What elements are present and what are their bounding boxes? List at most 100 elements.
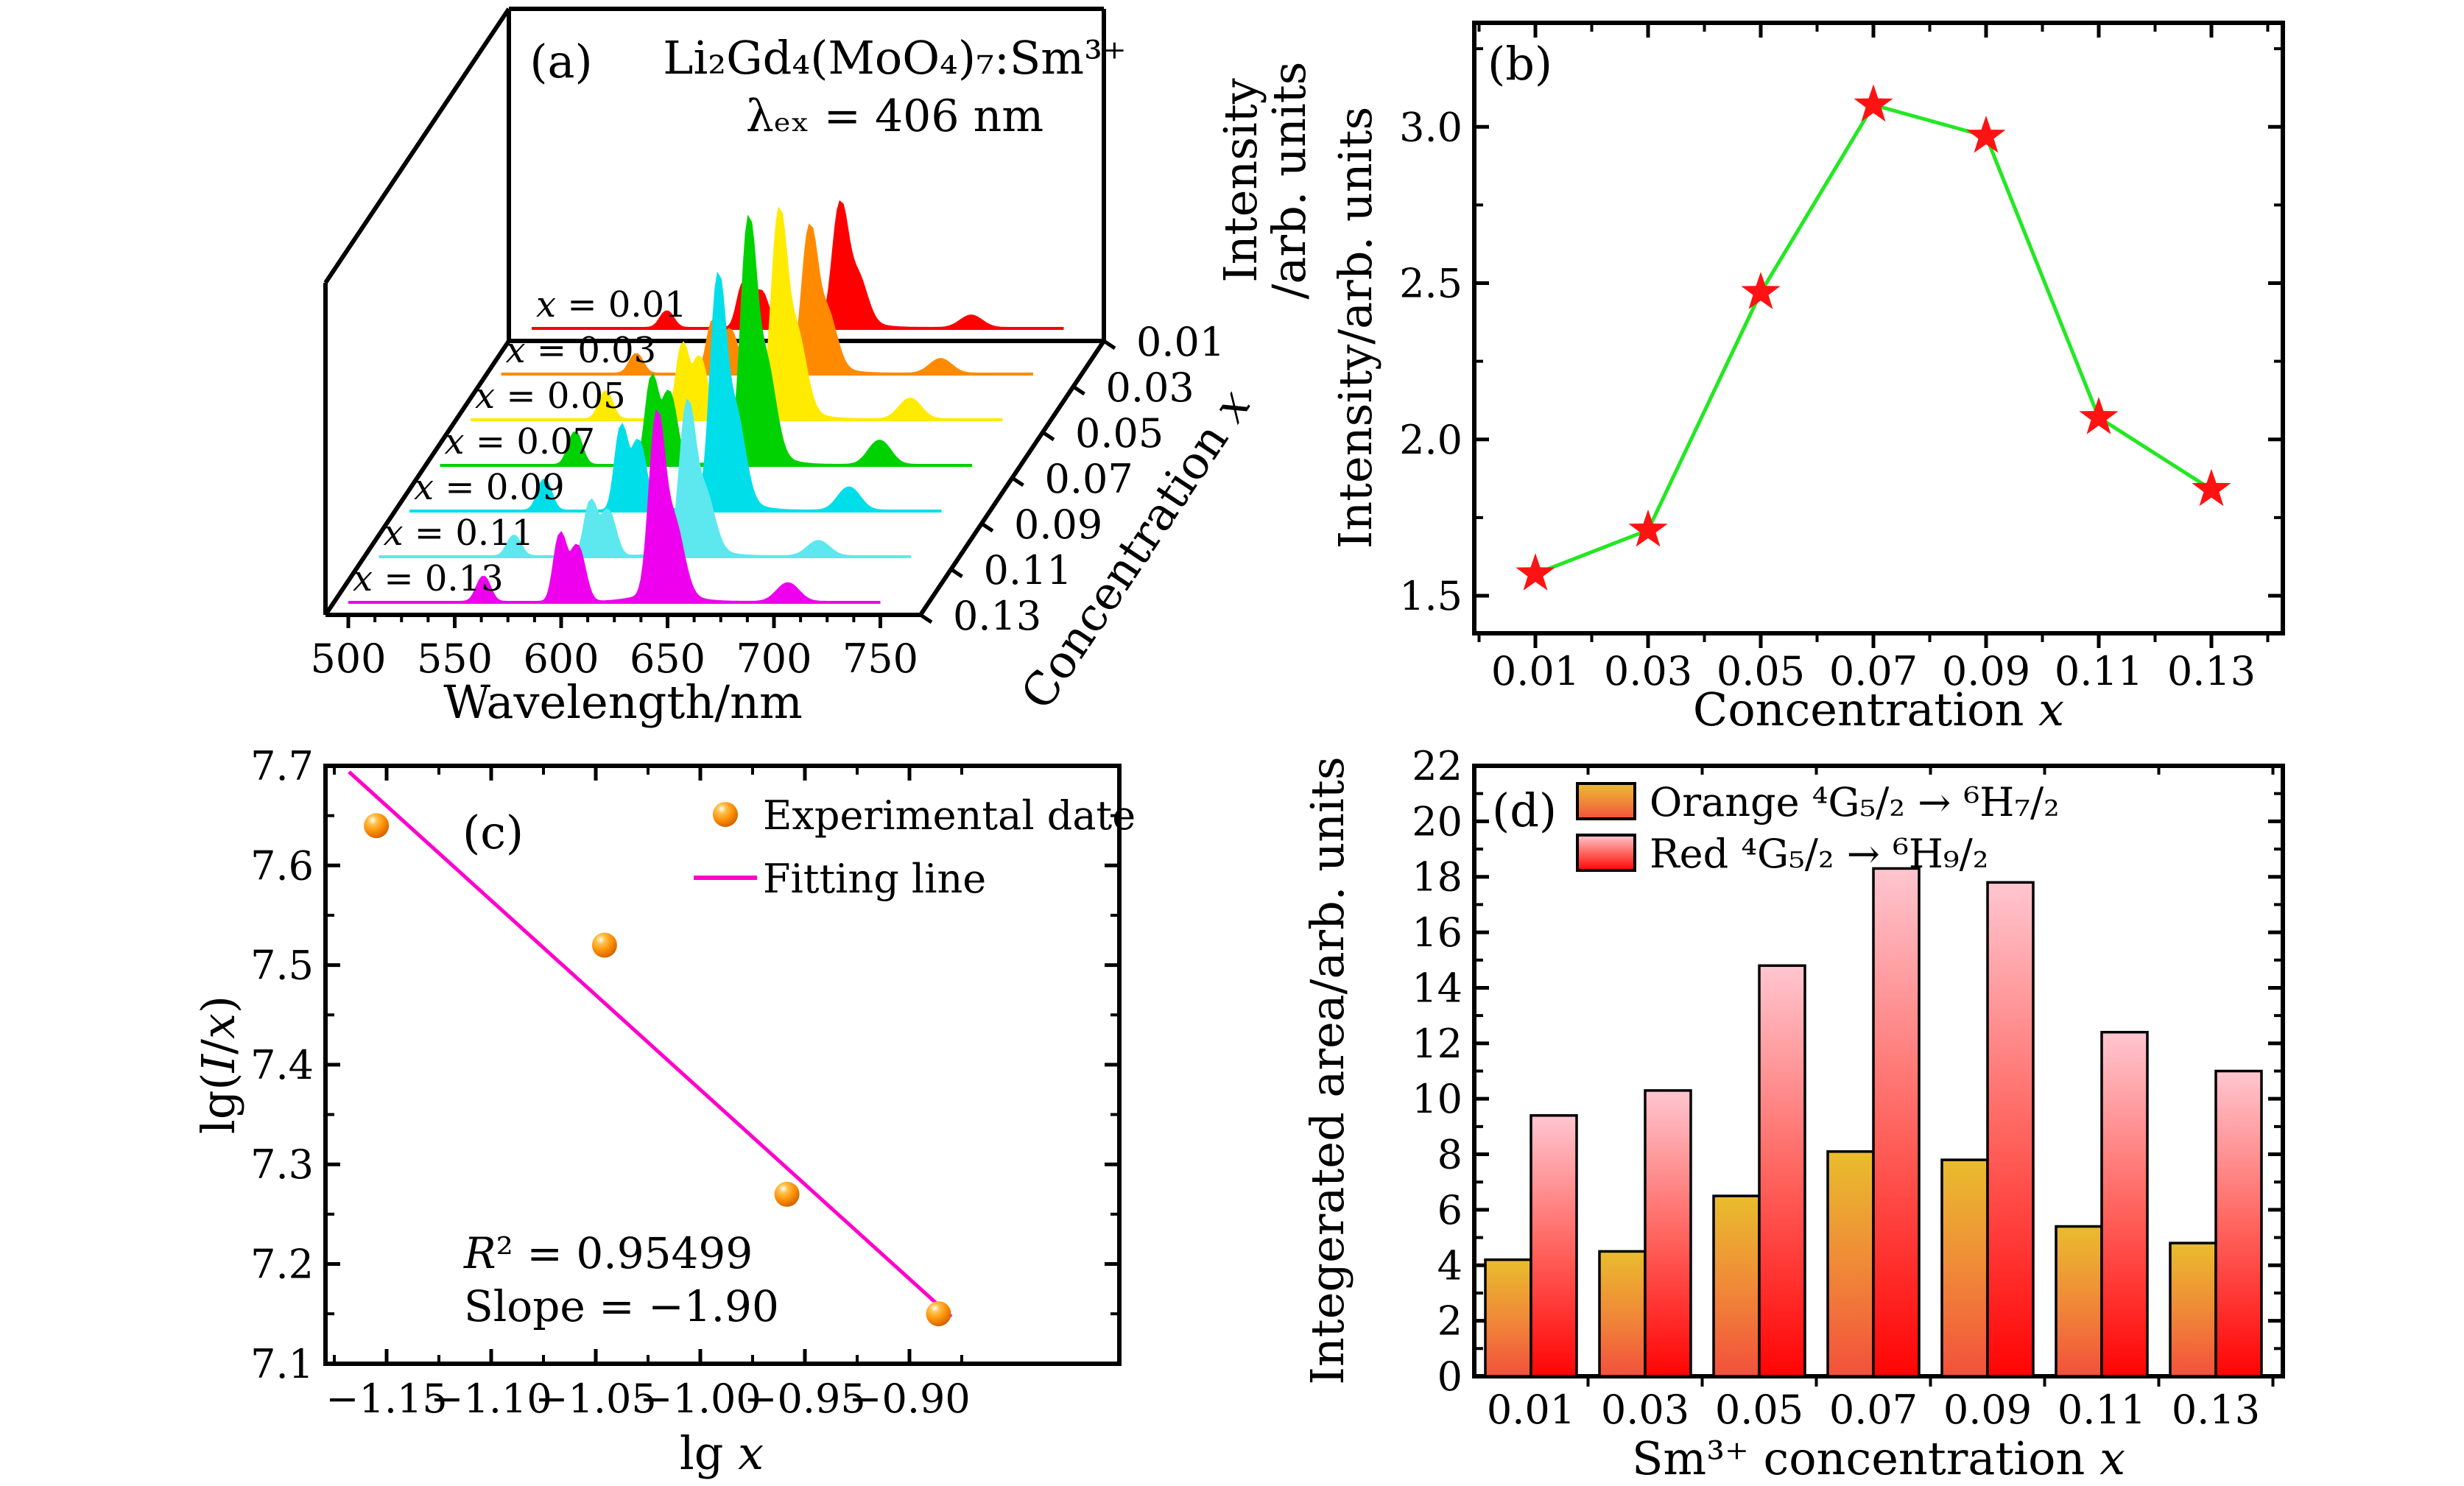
x-tick-label: 0.03 bbox=[1601, 1387, 1689, 1433]
panel-b-x-axis-label: Concentration x bbox=[1693, 683, 2064, 736]
y-tick-label: 7.3 bbox=[250, 1141, 314, 1188]
left-wall-top-edge bbox=[323, 7, 511, 284]
panel-a-frame bbox=[323, 7, 1106, 616]
panel-c-concentration-quenching-fit: −1.15−1.10−1.05−1.00−0.95−0.90 7.1 7.2 7.3 7… bbox=[191, 743, 1136, 1480]
legend-swatch-red-band bbox=[1576, 834, 1636, 872]
z-tick bbox=[919, 613, 933, 624]
series-label: x = 0.07 bbox=[445, 421, 596, 462]
y-tick-label: 7.2 bbox=[250, 1242, 314, 1288]
data-point-star bbox=[1516, 553, 1555, 591]
z-tick bbox=[980, 521, 994, 533]
z-tick-label: 0.07 bbox=[1045, 456, 1133, 502]
y-tick-label: 2.5 bbox=[1399, 261, 1462, 307]
bar-red-x-0.05 bbox=[1758, 964, 1806, 1378]
data-point-star bbox=[2192, 468, 2231, 507]
y-tick-label: 3.0 bbox=[1399, 104, 1462, 150]
bar-orange-x-0.11 bbox=[2055, 1225, 2103, 1378]
panel-a-emission-spectra: x = 0.01 x = 0.03 x = 0.05x = 0.07 x = 0.09… bbox=[310, 7, 1316, 729]
panel-a-plot-area: x = 0.01 x = 0.03 x = 0.05x = 0.07 x = 0.09… bbox=[310, 7, 1225, 682]
y-tick-label: 7.1 bbox=[250, 1341, 314, 1387]
panel-d-plot-area: 0 2 4 6 8 10 12 14 16 18 20 22 0.01 0.03 0.05 0.07 0.09 0… bbox=[1412, 743, 2285, 1433]
panel-d-x-axis-label: Sm³⁺ concentration x bbox=[1632, 1432, 2125, 1485]
z-tick-label: 0.13 bbox=[953, 593, 1041, 639]
bar-orange-x-0.05 bbox=[1712, 1194, 1761, 1378]
panel-a-title: Li₂Gd₄(MoO₄)₇:Sm³⁺ bbox=[663, 31, 1126, 85]
x-tick-label: 0.11 bbox=[2058, 1387, 2146, 1433]
bar-orange-x-0.07 bbox=[1826, 1150, 1875, 1378]
y-tick-label: 6 bbox=[1437, 1187, 1462, 1233]
legend-label-red-band: Red ⁴G₅/₂ → ⁶H₉/₂ bbox=[1650, 831, 1988, 877]
x-tick-label: 0.13 bbox=[2172, 1387, 2260, 1433]
z-tick-label: 0.11 bbox=[984, 547, 1072, 594]
z-tick bbox=[1102, 339, 1116, 351]
series-label: x = 0.11 bbox=[384, 513, 535, 554]
panel-b-plot-area: 1.5 2.0 2.5 3.0 0.01 0.03 0.05 0.07 0.09 0.11 0.13 bbox=[1399, 21, 2285, 694]
bar-red-x-0.01 bbox=[1530, 1114, 1578, 1378]
panel-c-y-axis-label: lg(I/x) bbox=[191, 996, 245, 1134]
panel-a-y-axis-label-line2: /arb. units bbox=[1262, 61, 1316, 299]
y-tick-label: 14 bbox=[1412, 965, 1462, 1011]
z-tick-label: 0.03 bbox=[1106, 365, 1194, 411]
y-tick-label: 7.5 bbox=[250, 943, 314, 989]
y-tick-label: 20 bbox=[1412, 798, 1462, 845]
y-tick-label: 12 bbox=[1412, 1021, 1462, 1067]
x-tick-label: 700 bbox=[736, 635, 812, 682]
data-point-star bbox=[1854, 84, 1893, 122]
y-tick-label: 8 bbox=[1437, 1132, 1462, 1178]
intensity-line bbox=[1535, 102, 2213, 576]
x-tick-label: 0.05 bbox=[1717, 648, 1805, 694]
panel-c-tag: (c) bbox=[462, 806, 524, 859]
panel-b-y-axis-label: Intensity/arb. units bbox=[1328, 107, 1382, 549]
z-tick bbox=[1011, 476, 1024, 487]
bar-orange-x-0.01 bbox=[1484, 1258, 1532, 1378]
data-point-star bbox=[1966, 116, 2006, 153]
panel-a-x-axis-label: Wavelength/nm bbox=[443, 675, 803, 729]
panel-c-slope-annotation: Slope = −1.90 bbox=[464, 1281, 779, 1331]
x-tick-label: 0.01 bbox=[1487, 1387, 1575, 1433]
x-tick-label: 0.13 bbox=[2167, 648, 2256, 694]
data-point-sphere bbox=[774, 1181, 800, 1207]
panel-c-r-squared-annotation: R² = 0.95499 bbox=[463, 1228, 753, 1278]
data-point-star bbox=[1628, 509, 1668, 547]
x-tick-label: −1.05 bbox=[535, 1376, 656, 1422]
y-tick-label: 2.0 bbox=[1399, 417, 1462, 463]
legend-swatch-orange-band bbox=[1576, 782, 1636, 820]
panel-d-integrated-area-bars: 0 2 4 6 8 10 12 14 16 18 20 22 0.01 0.03 0.05 0.07 0.09 0… bbox=[1300, 743, 2285, 1485]
z-tick bbox=[1072, 384, 1085, 396]
data-point-star bbox=[1741, 272, 1781, 309]
x-tick-label: −0.90 bbox=[848, 1376, 970, 1422]
bar-orange-x-0.03 bbox=[1598, 1250, 1647, 1378]
legend-label-experimental: Experimental date bbox=[763, 792, 1136, 839]
panel-b-tag: (b) bbox=[1488, 37, 1552, 91]
z-tick bbox=[1041, 430, 1055, 442]
y-tick-label: 7.6 bbox=[250, 842, 314, 889]
y-tick-label: 7.4 bbox=[250, 1042, 314, 1088]
series-label: x = 0.01 bbox=[536, 284, 687, 325]
bar-red-x-0.09 bbox=[1986, 881, 2035, 1378]
series-label: x = 0.09 bbox=[414, 467, 565, 508]
x-tick-label: 0.05 bbox=[1715, 1387, 1803, 1433]
floor-left-edge bbox=[323, 339, 511, 616]
z-tick-label: 0.01 bbox=[1136, 319, 1225, 365]
series-label: x = 0.03 bbox=[506, 330, 657, 371]
x-tick-label: 600 bbox=[523, 635, 599, 682]
panel-a-spectra: x = 0.01 x = 0.03 x = 0.05x = 0.07 x = 0.09… bbox=[348, 200, 1064, 604]
y-tick-label: 2 bbox=[1437, 1298, 1462, 1345]
fitting-line bbox=[348, 770, 953, 1319]
panel-c-plot-area: −1.15−1.10−1.05−1.00−0.95−0.90 7.1 7.2 7.3 7… bbox=[250, 743, 1122, 1422]
data-point-sphere bbox=[591, 932, 617, 958]
y-tick-label: 10 bbox=[1412, 1076, 1462, 1122]
z-tick-label: 0.05 bbox=[1075, 410, 1164, 457]
x-tick-label: 0.03 bbox=[1604, 648, 1692, 694]
y-tick-label: 4 bbox=[1437, 1242, 1462, 1289]
panel-a-y-axis-label-line1: Intensity bbox=[1214, 78, 1267, 283]
x-tick-label: −1.10 bbox=[430, 1376, 552, 1422]
bar-red-x-0.07 bbox=[1872, 867, 1921, 1378]
bar-orange-x-0.09 bbox=[1940, 1158, 1989, 1378]
x-tick-label: 0.07 bbox=[1829, 1387, 1918, 1433]
panel-d-tag: (d) bbox=[1492, 784, 1557, 837]
series-label: x = 0.05 bbox=[475, 376, 626, 417]
x-tick-label: 500 bbox=[310, 635, 386, 682]
